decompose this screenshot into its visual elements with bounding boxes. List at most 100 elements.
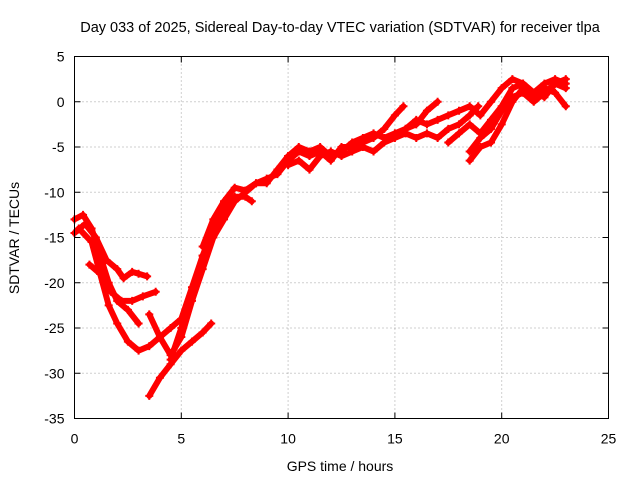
data-point-marker	[305, 147, 314, 156]
data-point-marker	[529, 97, 538, 106]
series-track-8	[198, 97, 442, 251]
data-point-marker	[348, 147, 357, 156]
data-point-marker	[85, 260, 94, 269]
data-point-marker	[433, 133, 442, 142]
data-point-marker	[444, 124, 453, 133]
data-point-marker	[476, 111, 485, 120]
data-point-marker	[348, 138, 357, 147]
data-point-marker	[551, 79, 560, 88]
data-point-marker	[166, 324, 175, 332]
data-point-marker	[198, 328, 207, 337]
data-point-marker	[316, 152, 325, 161]
data-point-marker	[123, 305, 132, 314]
y-tick-label: 5	[57, 49, 65, 65]
series-track-4	[85, 260, 160, 305]
data-point-marker	[358, 143, 367, 151]
data-point-marker	[380, 138, 389, 147]
y-tick-label: -30	[44, 365, 64, 381]
data-point-marker	[476, 133, 485, 142]
x-tick-label: 0	[71, 431, 79, 447]
data-point-marker	[106, 287, 115, 296]
data-point-marker	[390, 133, 399, 142]
data-point-marker	[369, 129, 378, 138]
data-point-marker	[551, 88, 560, 97]
data-point-marker	[119, 274, 128, 283]
data-point-marker	[128, 267, 137, 276]
series-track-9	[284, 102, 483, 174]
data-point-marker	[198, 242, 207, 251]
data-point-marker	[96, 269, 105, 278]
x-tick-label: 5	[177, 431, 185, 447]
data-point-marker	[220, 197, 229, 206]
data-point-marker	[294, 156, 303, 165]
data-point-marker	[138, 292, 147, 301]
data-point-marker	[380, 124, 389, 133]
data-point-marker	[561, 102, 570, 111]
data-point-marker	[145, 391, 154, 400]
x-tick-label: 20	[494, 431, 510, 447]
y-tick-label: -25	[44, 320, 64, 336]
y-tick-label: -5	[52, 139, 65, 155]
x-tick-label: 10	[280, 431, 296, 447]
data-point-marker	[209, 215, 218, 224]
data-point-marker	[284, 152, 293, 161]
series-track-6	[145, 319, 216, 400]
data-point-marker	[465, 120, 474, 129]
data-point-marker	[87, 224, 96, 233]
data-point-marker	[284, 161, 293, 170]
data-point-marker	[561, 75, 570, 84]
data-point-marker	[230, 183, 239, 192]
y-tick-label: 0	[57, 94, 65, 110]
data-point-marker	[422, 129, 431, 138]
data-point-marker	[252, 179, 261, 188]
grid	[74, 56, 609, 419]
data-point-marker	[508, 75, 517, 84]
data-point-marker	[74, 224, 83, 233]
data-point-marker	[230, 192, 239, 201]
data-point-marker	[151, 287, 160, 296]
data-point-marker	[155, 373, 164, 382]
data-point-marker	[497, 84, 506, 93]
data-point-marker	[444, 138, 453, 147]
data-point-marker	[454, 106, 463, 115]
y-tick-label: -15	[44, 230, 64, 246]
data-point-marker	[104, 301, 113, 310]
series-line	[199, 98, 441, 250]
data-point-marker	[399, 102, 408, 111]
data-point-marker	[187, 337, 196, 346]
data-point-marker	[369, 147, 378, 156]
data-point-marker	[305, 165, 314, 174]
data-point-marker	[128, 296, 137, 305]
data-point-marker	[187, 287, 196, 296]
data-point-marker	[155, 333, 164, 342]
data-point-marker	[123, 337, 132, 346]
series-line	[466, 76, 569, 155]
data-point-marker	[358, 133, 367, 142]
data-point-marker	[454, 120, 463, 129]
data-point-marker	[198, 251, 207, 260]
data-point-marker	[497, 106, 506, 115]
data-point-marker	[465, 111, 474, 120]
data-point-marker	[262, 179, 271, 188]
data-point-marker	[519, 88, 528, 97]
data-point-marker	[444, 111, 453, 120]
data-point-marker	[561, 84, 570, 93]
data-point-marker	[465, 147, 474, 156]
data-point-marker	[337, 152, 346, 161]
x-tick-label: 15	[387, 431, 403, 447]
x-tick-label: 25	[601, 431, 617, 447]
data-point-marker	[422, 106, 431, 115]
data-point-marker	[134, 269, 143, 278]
series-track-13	[465, 75, 570, 156]
y-tick-label: -10	[44, 184, 64, 200]
y-axis-label: SDTVAR / TECUs	[6, 182, 22, 294]
data-point-marker	[166, 355, 175, 364]
data-point-marker	[476, 143, 485, 151]
x-axis-label: GPS time / hours	[287, 458, 394, 474]
series-line	[71, 211, 142, 327]
data-point-marker	[487, 124, 496, 133]
data-point-marker	[465, 156, 474, 165]
axis-ticks: 0 5 10 15 20 25 5 0 -5 -10 -15 -20 -25 -30 -35	[44, 49, 616, 447]
data-point-marker	[401, 124, 410, 133]
